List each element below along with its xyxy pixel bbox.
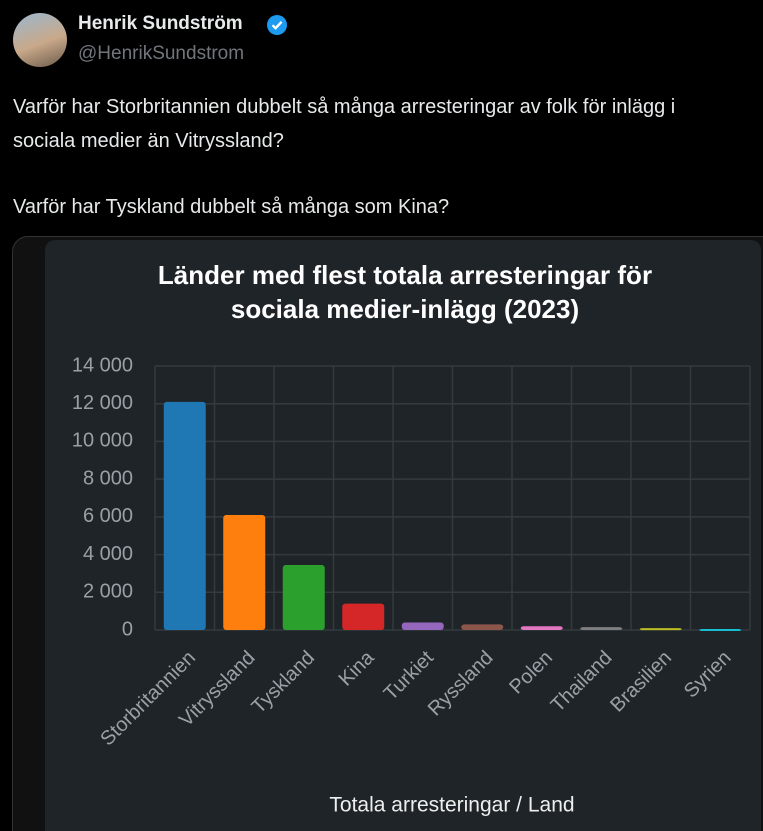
y-tick-label: 2 000 — [83, 581, 133, 603]
y-tick-label: 4 000 — [83, 543, 133, 565]
bar — [282, 564, 325, 630]
bar — [461, 624, 504, 630]
tweet-text: Varför har Storbritannien dubbelt så mån… — [13, 90, 743, 256]
bar — [520, 626, 563, 630]
y-tick-label: 14 000 — [72, 354, 133, 376]
y-tick-label: 10 000 — [72, 430, 133, 452]
bar — [163, 401, 206, 630]
bar — [223, 514, 266, 630]
y-tick-label: 12 000 — [72, 392, 133, 414]
bar — [639, 628, 682, 631]
bar — [580, 627, 623, 630]
author-name[interactable]: Henrik Sundström — [78, 13, 243, 34]
y-tick-label: 8 000 — [83, 467, 133, 489]
bar — [401, 622, 444, 630]
paragraph: Varför har Storbritannien dubbelt så mån… — [13, 96, 676, 152]
bar — [699, 629, 742, 632]
bar — [342, 603, 385, 630]
y-tick-label: 6 000 — [83, 505, 133, 527]
author-handle[interactable]: @HenrikSundstrom — [78, 43, 245, 64]
chart-title: Länder med flest totala arresteringar fö… — [158, 260, 652, 324]
chart-panel — [45, 240, 761, 831]
avatar[interactable] — [13, 13, 67, 67]
verified-badge — [267, 15, 287, 35]
paragraph: Varför har Tyskland dubbelt så många som… — [13, 196, 450, 218]
y-tick-label: 0 — [122, 618, 133, 640]
x-axis-label: Totala arresteringar / Land — [329, 794, 574, 817]
